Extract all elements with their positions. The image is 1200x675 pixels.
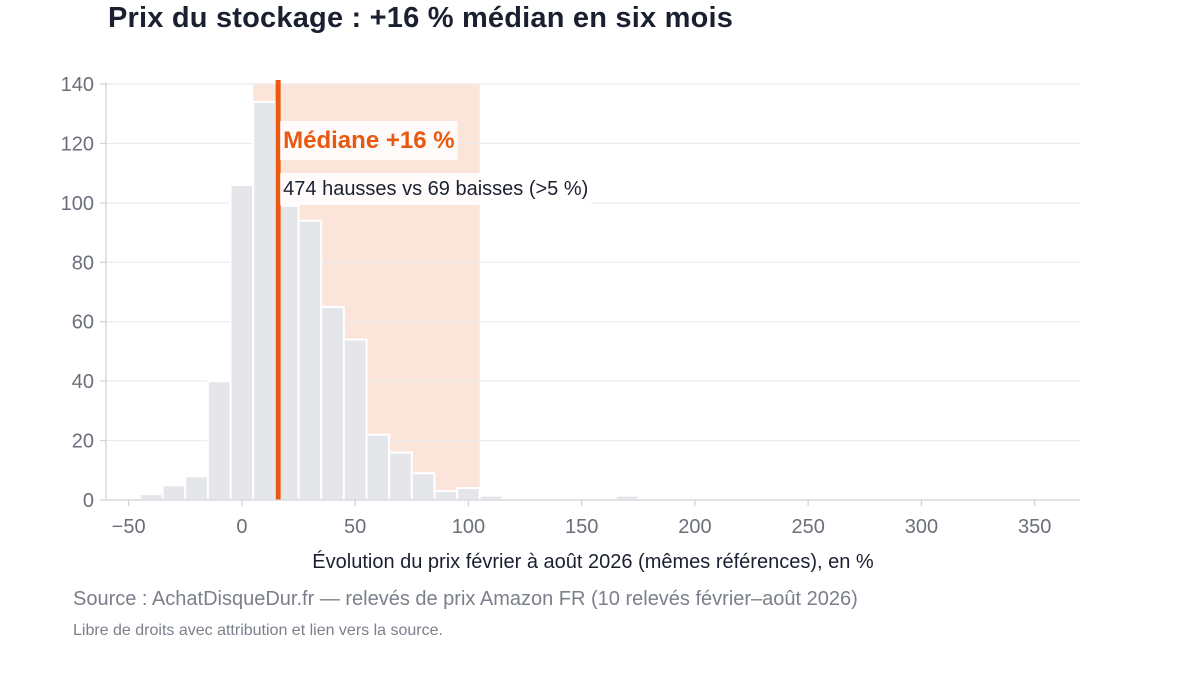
counts-label-background (280, 173, 592, 205)
license-note: Libre de droits avec attribution et lien… (73, 622, 443, 639)
histogram-bar (614, 494, 640, 501)
annotations: Médiane +16 % 474 hausses vs 69 baisses … (280, 121, 592, 205)
y-tick-label: 140 (61, 74, 94, 96)
median-label-background (280, 121, 458, 160)
x-tick-label: 200 (678, 516, 711, 538)
histogram-bar (433, 490, 459, 502)
histogram-bar (478, 494, 504, 501)
source-note: Source : AchatDisqueDur.fr — relevés de … (73, 588, 858, 610)
x-tick-label: −50 (112, 516, 146, 538)
y-tick-label: 80 (72, 252, 94, 274)
histogram-bar (342, 338, 368, 501)
histogram-bar (206, 380, 232, 501)
x-tick-label: 300 (905, 516, 938, 538)
histogram-bar (161, 484, 187, 501)
histogram-bar (138, 493, 164, 501)
histogram-bars (116, 100, 1070, 502)
y-tick-label: 120 (61, 133, 94, 155)
histogram-bar (297, 219, 323, 502)
histogram-bar (365, 433, 391, 501)
x-tick-label: 50 (344, 516, 366, 538)
x-tick-label: 0 (236, 516, 247, 538)
histogram-bar (252, 100, 277, 501)
y-tick-label: 60 (72, 312, 94, 334)
y-tick-label: 20 (72, 431, 94, 453)
median-label: Médiane +16 % (283, 127, 454, 154)
x-tick-label: 150 (565, 516, 598, 538)
y-tick-label: 40 (72, 371, 94, 393)
y-tick-label: 100 (61, 193, 94, 215)
x-tick-label: 350 (1018, 516, 1051, 538)
histogram-bar (320, 305, 345, 501)
histogram-chart: 0 20 40 60 80 100 120 140 −50 0 50 100 150 200 250 300 3… (61, 74, 1080, 573)
axes: 0 20 40 60 80 100 120 140 −50 0 50 100 150 200 250 300 3… (61, 74, 1080, 538)
histogram-bar (410, 472, 436, 501)
histogram-bar (184, 475, 209, 502)
histogram-bar (388, 451, 413, 502)
x-tick-label: 250 (791, 516, 824, 538)
chart-title: Prix du stockage : +16 % médian en six m… (108, 2, 734, 34)
counts-label: 474 hausses vs 69 baisses (>5 %) (283, 178, 588, 200)
x-tick-label: 100 (452, 516, 485, 538)
histogram-bar (456, 487, 481, 502)
histogram-bar (229, 184, 255, 501)
y-tick-label: 0 (83, 490, 94, 512)
x-axis-title: Évolution du prix février à août 2026 (m… (312, 550, 874, 573)
